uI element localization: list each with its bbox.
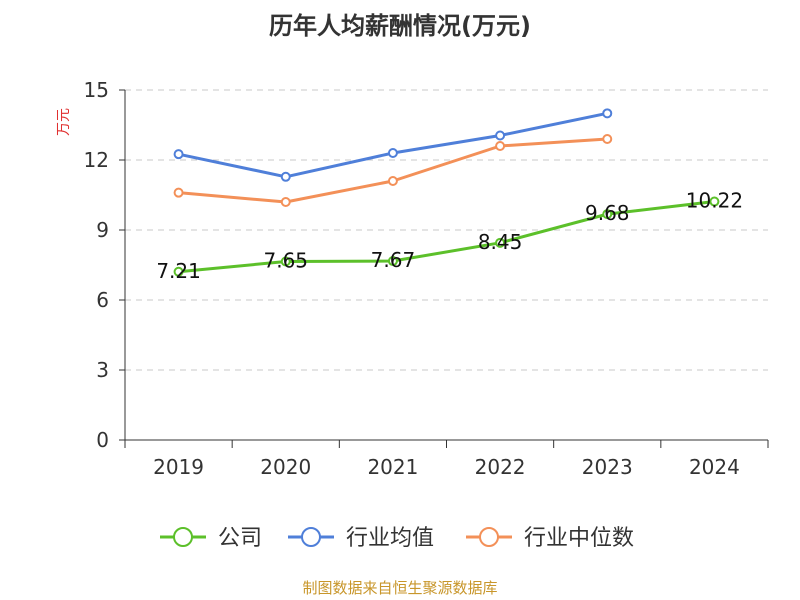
legend: 公司 行业均值 行业中位数: [160, 526, 634, 551]
grid-lines: [125, 89, 768, 371]
legend-swatch-marker-2: [479, 527, 499, 547]
data-label: 7.21: [156, 259, 201, 283]
series-point-2: [602, 134, 613, 144]
chart-title: 历年人均薪酬情况(万元): [269, 12, 531, 40]
series-point-2: [280, 197, 291, 207]
data-label: 7.65: [263, 249, 308, 273]
source-note: 制图数据来自恒生聚源数据库: [302, 579, 497, 597]
legend-label-0: 公司: [218, 526, 262, 551]
data-label: 9.68: [585, 201, 630, 225]
x-tick-label: 2022: [475, 455, 526, 479]
x-tick-label: 2021: [367, 455, 418, 479]
x-tick-label: 2019: [153, 455, 204, 479]
y-axis-label: 万元: [56, 108, 72, 136]
series-point-2: [495, 141, 506, 151]
series-line-1: [178, 111, 608, 179]
x-tick-label: 2023: [582, 455, 633, 479]
y-tick-label: 12: [84, 148, 109, 172]
y-tick-label: 3: [96, 358, 109, 382]
series-line-0: [178, 200, 715, 274]
legend-swatch-marker-1: [301, 527, 321, 547]
series-point-1: [495, 130, 506, 141]
data-label: 10.22: [686, 189, 743, 213]
series-point-0: [495, 237, 506, 248]
series-point-0: [387, 256, 398, 267]
y-tick-label: 15: [84, 78, 109, 102]
series-point-1: [280, 171, 291, 182]
series-point-0: [280, 256, 291, 267]
legend-label-2: 行业中位数: [524, 526, 634, 551]
y-tick-label: 9: [96, 218, 109, 242]
series-lines: [173, 108, 720, 277]
series-point-0: [709, 196, 720, 207]
series-point-1: [602, 108, 613, 119]
x-tick-label: 2020: [260, 455, 311, 479]
legend-label-1: 行业均值: [346, 526, 434, 551]
data-label: 7.67: [371, 248, 416, 272]
series-point-2: [173, 187, 184, 198]
axes: 0 3 6 9 12 15 2019 2020 2021 2022 2023 2024: [84, 78, 769, 479]
series-point-1: [173, 149, 184, 160]
y-tick-label: 0: [96, 428, 109, 452]
data-labels: 7.21 7.65 7.67 8.45 9.68 10.22: [156, 189, 743, 283]
legend-swatch-marker-0: [173, 527, 193, 547]
series-point-0: [173, 266, 184, 277]
series-point-0: [602, 209, 613, 220]
series-point-1: [387, 148, 398, 158]
series-point-2: [387, 176, 398, 186]
data-label: 8.45: [478, 230, 523, 254]
x-tick-label: 2024: [689, 455, 740, 479]
y-tick-label: 6: [96, 288, 109, 312]
